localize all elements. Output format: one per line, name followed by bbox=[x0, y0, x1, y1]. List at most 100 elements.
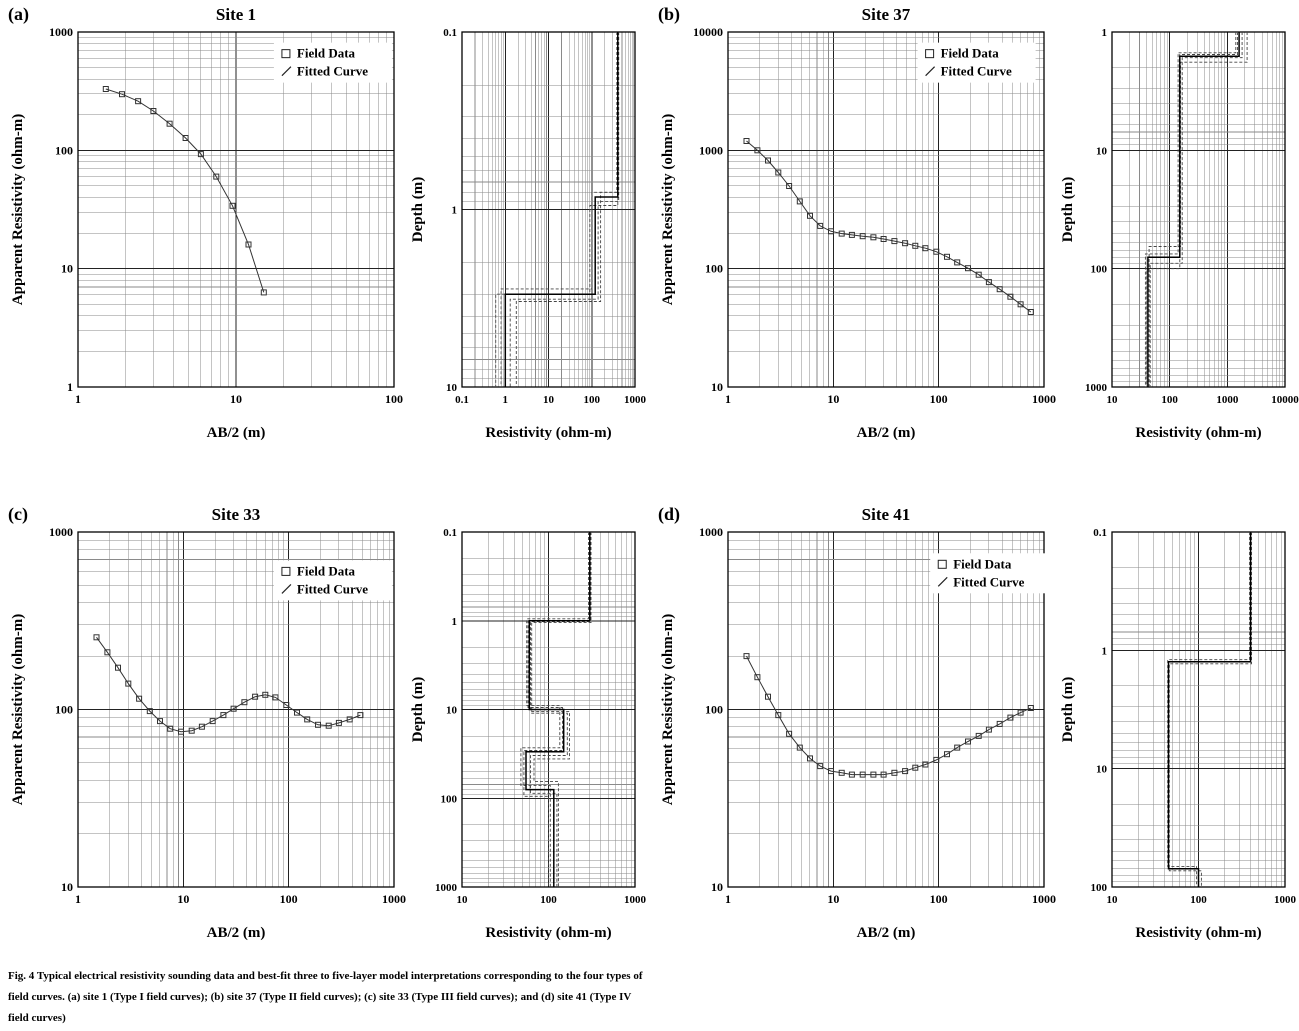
site-1-sounding-chart: 1 10 100 1 10 100 1000 AB/2 (m) Apparent Resisti… bbox=[10, 5, 403, 441]
panel-a-charts: 1 10 100 1 10 100 1000 AB/2 (m) Apparent Resisti… bbox=[6, 2, 650, 447]
svg-text:10: 10 bbox=[827, 392, 839, 406]
panel-a: (a) 1 10 100 1 10 100 1000 AB/2 (m) Apparent Res… bbox=[0, 0, 650, 500]
svg-text:Field Data: Field Data bbox=[941, 46, 1000, 61]
svg-text:Depth (m): Depth (m) bbox=[1060, 677, 1076, 742]
svg-text:Site 1: Site 1 bbox=[216, 5, 256, 24]
svg-text:1: 1 bbox=[452, 205, 458, 217]
svg-text:100: 100 bbox=[441, 793, 458, 805]
svg-text:100: 100 bbox=[930, 892, 948, 906]
svg-text:1000: 1000 bbox=[1216, 394, 1239, 406]
panel-b: (b) 1 10 100 1000 10 100 1000 10000 AB/2 (m) Appa… bbox=[650, 0, 1299, 500]
svg-text:1: 1 bbox=[1101, 645, 1107, 657]
svg-text:1000: 1000 bbox=[1032, 392, 1056, 406]
svg-text:Depth (m): Depth (m) bbox=[410, 177, 426, 242]
svg-text:100: 100 bbox=[705, 262, 723, 276]
svg-text:Field Data: Field Data bbox=[297, 46, 356, 61]
svg-text:Apparent Resistivity (ohm-m): Apparent Resistivity (ohm-m) bbox=[660, 614, 676, 805]
svg-text:1: 1 bbox=[725, 892, 731, 906]
site-1-model-chart: 0.1 1 10 100 1000 0.1 1 10 Resistivity (ohm-m) De… bbox=[410, 27, 647, 441]
svg-text:Apparent Resistivity (ohm-m): Apparent Resistivity (ohm-m) bbox=[10, 114, 26, 305]
panel-c-charts: 1 10 100 1000 10 100 1000 AB/2 (m) Apparent Resi… bbox=[6, 502, 650, 947]
svg-text:10: 10 bbox=[230, 392, 242, 406]
svg-text:Depth (m): Depth (m) bbox=[410, 677, 426, 742]
panel-d: (d) 1 10 100 1000 10 100 1000 AB/2 (m) Apparent … bbox=[650, 500, 1299, 962]
svg-text:Fitted Curve: Fitted Curve bbox=[297, 581, 368, 596]
svg-text:Depth (m): Depth (m) bbox=[1060, 177, 1076, 242]
svg-text:Site 41: Site 41 bbox=[862, 505, 911, 524]
panel-grid: (a) 1 10 100 1 10 100 1000 AB/2 (m) Apparent Res… bbox=[0, 0, 1299, 962]
caption-line-1: Fig. 4 Typical electrical resistivity so… bbox=[8, 970, 643, 982]
svg-text:10: 10 bbox=[177, 892, 189, 906]
svg-text:10: 10 bbox=[446, 382, 458, 394]
svg-text:AB/2 (m): AB/2 (m) bbox=[207, 425, 266, 441]
svg-text:Field Data: Field Data bbox=[297, 563, 356, 578]
svg-text:1: 1 bbox=[503, 394, 509, 406]
svg-text:100: 100 bbox=[1090, 264, 1107, 276]
svg-text:1000: 1000 bbox=[1032, 892, 1056, 906]
svg-text:1000: 1000 bbox=[624, 894, 647, 906]
svg-text:100: 100 bbox=[1190, 894, 1207, 906]
svg-text:10: 10 bbox=[827, 892, 839, 906]
caption-line-3: field curves) bbox=[8, 1012, 66, 1024]
svg-text:0.1: 0.1 bbox=[1093, 527, 1107, 539]
svg-text:1000: 1000 bbox=[382, 892, 406, 906]
panel-b-charts: 1 10 100 1000 10 100 1000 10000 AB/2 (m) Apparent… bbox=[656, 2, 1299, 447]
svg-text:AB/2 (m): AB/2 (m) bbox=[857, 925, 916, 941]
svg-text:1000: 1000 bbox=[1085, 382, 1108, 394]
svg-text:1000: 1000 bbox=[699, 525, 723, 539]
svg-text:10000: 10000 bbox=[1271, 394, 1299, 406]
svg-text:10: 10 bbox=[457, 894, 469, 906]
svg-text:10: 10 bbox=[543, 394, 555, 406]
svg-text:AB/2 (m): AB/2 (m) bbox=[207, 925, 266, 941]
svg-text:10: 10 bbox=[711, 380, 723, 394]
svg-text:Fitted Curve: Fitted Curve bbox=[941, 64, 1012, 79]
svg-text:10: 10 bbox=[1096, 764, 1108, 776]
svg-text:10: 10 bbox=[446, 705, 458, 717]
panel-label: (b) bbox=[658, 4, 680, 24]
svg-text:1: 1 bbox=[75, 392, 81, 406]
svg-text:Fitted Curve: Fitted Curve bbox=[297, 64, 368, 79]
svg-text:100: 100 bbox=[930, 392, 948, 406]
svg-text:1000: 1000 bbox=[624, 394, 647, 406]
svg-text:AB/2 (m): AB/2 (m) bbox=[857, 425, 916, 441]
svg-text:Fitted Curve: Fitted Curve bbox=[953, 574, 1024, 589]
svg-text:10: 10 bbox=[61, 262, 73, 276]
svg-text:100: 100 bbox=[55, 143, 73, 157]
svg-text:0.1: 0.1 bbox=[443, 27, 457, 39]
svg-text:0.1: 0.1 bbox=[455, 394, 469, 406]
svg-text:1000: 1000 bbox=[49, 25, 73, 39]
panel-label: (a) bbox=[8, 4, 29, 24]
svg-text:1: 1 bbox=[75, 892, 81, 906]
panel-d-charts: 1 10 100 1000 10 100 1000 AB/2 (m) Apparent Resi… bbox=[656, 502, 1299, 947]
svg-text:Resistivity (ohm-m): Resistivity (ohm-m) bbox=[486, 425, 612, 441]
svg-text:100: 100 bbox=[280, 892, 298, 906]
svg-text:Resistivity (ohm-m): Resistivity (ohm-m) bbox=[1135, 925, 1261, 941]
svg-text:100: 100 bbox=[540, 894, 557, 906]
svg-text:Site 37: Site 37 bbox=[862, 5, 911, 24]
svg-text:100: 100 bbox=[584, 394, 601, 406]
svg-text:10: 10 bbox=[1096, 145, 1108, 157]
svg-text:10: 10 bbox=[1106, 894, 1118, 906]
panel-label: (c) bbox=[8, 504, 28, 524]
svg-text:1000: 1000 bbox=[435, 882, 458, 894]
svg-text:10: 10 bbox=[1106, 394, 1118, 406]
svg-text:10000: 10000 bbox=[693, 25, 723, 39]
svg-text:1: 1 bbox=[725, 392, 731, 406]
svg-text:Apparent Resistivity (ohm-m): Apparent Resistivity (ohm-m) bbox=[660, 114, 676, 305]
svg-text:Resistivity (ohm-m): Resistivity (ohm-m) bbox=[486, 925, 612, 941]
svg-text:1000: 1000 bbox=[1274, 894, 1297, 906]
caption-line-2: field curves. (a) site 1 (Type I field c… bbox=[8, 991, 632, 1003]
svg-text:1000: 1000 bbox=[49, 525, 73, 539]
svg-text:10: 10 bbox=[711, 880, 723, 894]
site-33-model-chart: 10 100 1000 0.1 1 10 100 1000 Resistivity (ohm-m… bbox=[410, 527, 647, 941]
svg-text:1000: 1000 bbox=[699, 143, 723, 157]
svg-text:100: 100 bbox=[55, 703, 73, 717]
site-37-model-chart: 10 100 1000 10000 1 10 100 1000 Resistivity (ohm… bbox=[1060, 27, 1299, 441]
figure-caption: Fig. 4 Typical electrical resistivity so… bbox=[8, 966, 668, 1029]
svg-text:Resistivity (ohm-m): Resistivity (ohm-m) bbox=[1135, 425, 1261, 441]
